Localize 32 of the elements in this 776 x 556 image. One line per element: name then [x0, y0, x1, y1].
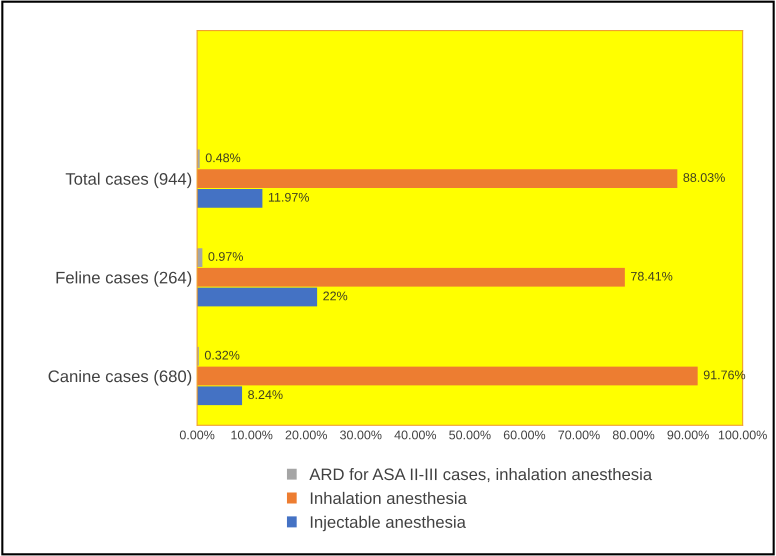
x-tick-label: 70.00%	[558, 430, 600, 440]
data-label: 0.48%	[206, 153, 240, 162]
x-tick-label: 10.00%	[231, 430, 272, 440]
data-label: 88.03%	[683, 173, 725, 182]
bar	[197, 248, 202, 267]
data-label: 0.97%	[208, 252, 243, 261]
bar	[197, 169, 678, 188]
x-tick-label: 100.00%	[718, 430, 767, 440]
bar	[197, 268, 625, 287]
legend-label: ARD for ASA II-III cases, inhalation anesthesia	[309, 468, 652, 482]
data-label: 0.32%	[204, 350, 240, 360]
y-tick-label: Total cases (944)	[66, 172, 192, 188]
data-label: 11.97%	[268, 192, 309, 202]
y-tick-label: Canine cases (680)	[48, 370, 192, 386]
x-tick-label: 0.00%	[180, 430, 214, 440]
bar	[197, 288, 318, 306]
data-label: 8.24%	[248, 390, 283, 400]
x-tick-label: 60.00%	[504, 430, 546, 440]
legend-label: Injectable anesthesia	[310, 516, 466, 532]
bar	[197, 188, 262, 208]
bar	[197, 386, 242, 406]
x-tick-label: 90.00%	[667, 430, 709, 440]
y-tick-label: Feline cases (264)	[56, 271, 192, 287]
bar	[197, 366, 698, 386]
legend-label: Inhalation anesthesia	[310, 492, 467, 504]
x-tick-label: 80.00%	[612, 430, 654, 440]
data-label: 78.41%	[631, 272, 672, 281]
x-tick-label: 40.00%	[394, 430, 436, 440]
x-tick-label: 20.00%	[286, 430, 327, 440]
data-label: 22%	[323, 292, 348, 300]
x-tick-label: 30.00%	[340, 430, 382, 440]
x-tick-label: 50.00%	[449, 430, 491, 440]
